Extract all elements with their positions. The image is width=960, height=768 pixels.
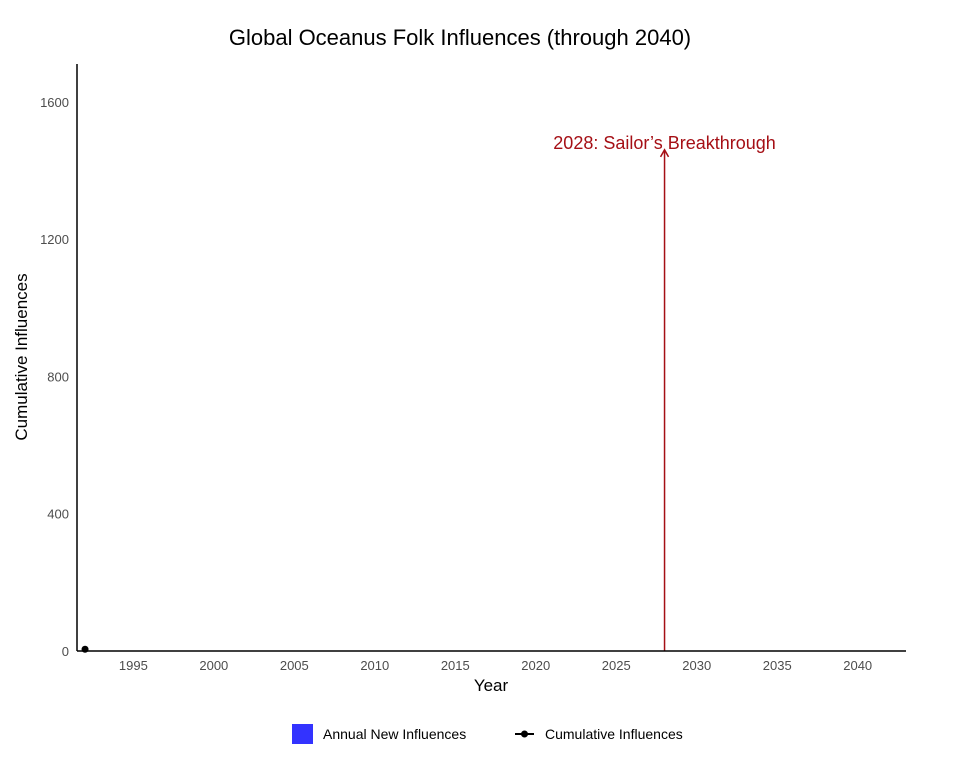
x-tick-label: 2005 — [280, 658, 309, 673]
x-tick-label: 2010 — [360, 658, 389, 673]
plot-area: 2028: Sailor’s Breakthrough 0 400 800 1200 16… — [40, 64, 906, 673]
x-axis-title: Year — [474, 676, 509, 695]
x-tick-label: 2040 — [843, 658, 872, 673]
y-tick-label: 400 — [47, 507, 69, 522]
y-tick-label: 800 — [47, 369, 69, 384]
y-tick-label: 1200 — [40, 232, 69, 247]
legend-label-line: Cumulative Influences — [545, 726, 683, 742]
x-tick-label: 2000 — [199, 658, 228, 673]
legend: Annual New Influences Cumulative Influenc… — [292, 724, 683, 744]
y-axis-title: Cumulative Influences — [12, 273, 31, 440]
legend-label-bars: Annual New Influences — [323, 726, 466, 742]
x-tick-label: 2015 — [441, 658, 470, 673]
legend-swatch-bars — [292, 724, 313, 744]
x-tick-label: 1995 — [119, 658, 148, 673]
x-tick-label: 2030 — [682, 658, 711, 673]
data-point — [81, 645, 89, 653]
x-tick-label: 2020 — [521, 658, 550, 673]
chart-title: Global Oceanus Folk Influences (through … — [229, 25, 691, 50]
y-tick-label: 0 — [62, 644, 69, 659]
annotation-arrowhead — [659, 148, 670, 158]
x-tick-label: 2025 — [602, 658, 631, 673]
annotation-label: 2028: Sailor’s Breakthrough — [553, 133, 775, 153]
y-tick-label: 1600 — [40, 95, 69, 110]
legend-swatch-point — [521, 730, 528, 738]
x-tick-label: 2035 — [763, 658, 792, 673]
